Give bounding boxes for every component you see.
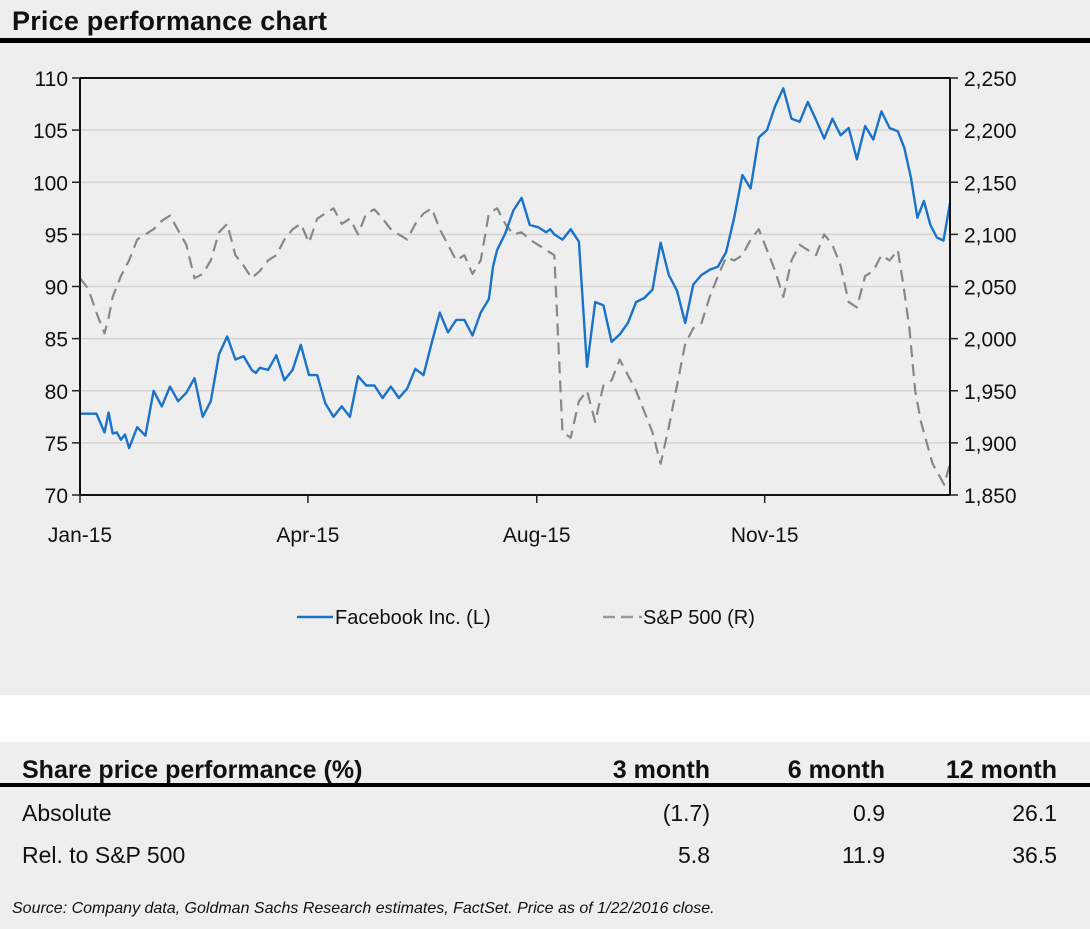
right-tick-label: 2,000 — [964, 329, 1017, 352]
chart-panel — [0, 0, 1090, 695]
left-tick-label: 80 — [45, 381, 68, 404]
right-tick-label: 2,050 — [964, 277, 1017, 300]
right-tick-label: 1,900 — [964, 433, 1017, 456]
right-tick-label: 1,850 — [964, 485, 1017, 508]
right-tick-label: 1,950 — [964, 381, 1017, 404]
table-rule — [0, 783, 1090, 787]
table-header-3-month: 3 month — [612, 756, 710, 784]
cell-rel-6m: 11.9 — [841, 842, 885, 868]
cell-absolute-3m: (1.7) — [662, 800, 710, 826]
left-tick-label: 100 — [33, 172, 68, 195]
facebook-line — [80, 87, 952, 450]
cell-absolute-12m: 26.1 — [1012, 800, 1057, 826]
left-tick-label: 70 — [45, 485, 68, 508]
price-performance-chart: 110 105 100 95 90 85 80 75 70 2,250 2,200 2,150 2,1… — [33, 68, 1017, 629]
x-tick-label: Aug-15 — [503, 524, 571, 547]
x-tick-label: Jan-15 — [48, 524, 112, 547]
title-rule — [0, 38, 1090, 43]
sp500-line — [79, 207, 952, 486]
source-note: Source: Company data, Goldman Sachs Rese… — [12, 900, 715, 917]
left-axis-ticks: 110 105 100 95 90 85 80 75 70 — [33, 68, 80, 508]
legend-facebook-label: Facebook Inc. (L) — [335, 607, 491, 629]
right-tick-label: 2,250 — [964, 68, 1017, 91]
table-panel — [0, 742, 1090, 929]
table-header-12-month: 12 month — [945, 756, 1057, 784]
table-header-6-month: 6 month — [787, 756, 885, 784]
x-tick-label: Apr-15 — [276, 524, 339, 547]
left-tick-label: 90 — [45, 277, 68, 300]
cell-rel-3m: 5.8 — [678, 842, 710, 868]
row-label-rel-sp500: Rel. to S&P 500 — [22, 842, 186, 868]
cell-rel-12m: 36.5 — [1012, 842, 1057, 868]
cell-absolute-6m: 0.9 — [853, 800, 885, 826]
right-tick-label: 2,200 — [964, 120, 1017, 143]
left-tick-label: 75 — [45, 433, 68, 456]
left-tick-label: 110 — [35, 68, 68, 91]
left-tick-label: 85 — [45, 329, 68, 352]
left-tick-label: 105 — [33, 120, 68, 143]
right-tick-label: 2,150 — [964, 172, 1017, 195]
series-sp500 — [79, 207, 952, 486]
gridlines — [80, 129, 950, 444]
x-axis-ticks: Jan-15 Apr-15 Aug-15 Nov-15 — [48, 495, 799, 547]
x-tick-label: Nov-15 — [731, 524, 799, 547]
chart-title: Price performance chart — [12, 6, 328, 36]
legend-sp500-label: S&P 500 (R) — [643, 607, 755, 629]
table-header-label: Share price performance (%) — [22, 756, 363, 784]
right-axis-ticks: 2,250 2,200 2,150 2,100 2,050 2,000 1,950 1,900… — [950, 68, 1017, 508]
legend: Facebook Inc. (L) S&P 500 (R) — [297, 607, 755, 629]
series-facebook — [80, 87, 952, 450]
row-label-absolute: Absolute — [22, 800, 112, 826]
right-tick-label: 2,100 — [964, 224, 1017, 247]
left-tick-label: 95 — [45, 224, 68, 247]
